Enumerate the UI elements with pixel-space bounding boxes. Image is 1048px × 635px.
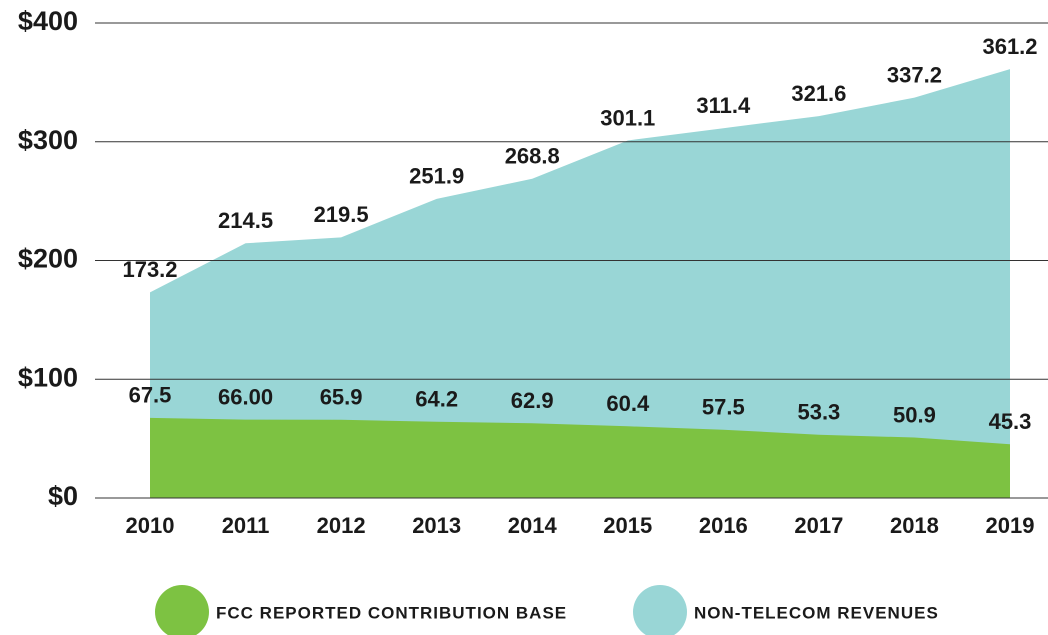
y-tick-label: $300 xyxy=(18,125,78,155)
legend-swatch xyxy=(633,585,687,635)
x-tick-label: 2016 xyxy=(699,513,748,538)
data-label: 214.5 xyxy=(218,208,273,233)
legend-label: FCC REPORTED CONTRIBUTION BASE xyxy=(216,603,567,622)
data-label: 66.00 xyxy=(218,384,273,409)
data-label: 311.4 xyxy=(696,93,751,118)
area xyxy=(150,417,1010,498)
y-tick-label: $400 xyxy=(18,6,78,36)
y-tick-label: $0 xyxy=(48,481,78,511)
x-tick-label: 2012 xyxy=(317,513,366,538)
x-tick-label: 2014 xyxy=(508,513,558,538)
x-tick-label: 2019 xyxy=(986,513,1035,538)
legend-label: NON-TELECOM REVENUES xyxy=(694,603,939,622)
data-label: 53.3 xyxy=(797,400,840,425)
legend-swatch xyxy=(155,585,209,635)
data-label: 62.9 xyxy=(511,388,554,413)
data-label: 361.2 xyxy=(982,34,1037,59)
data-label: 301.1 xyxy=(600,105,655,130)
data-label: 65.9 xyxy=(320,385,363,410)
data-label: 60.4 xyxy=(606,391,650,416)
area xyxy=(150,69,1010,498)
data-label: 337.2 xyxy=(887,62,942,87)
data-label: 64.2 xyxy=(415,387,458,412)
x-tick-label: 2015 xyxy=(603,513,652,538)
data-label: 45.3 xyxy=(989,409,1032,434)
x-tick-label: 2017 xyxy=(794,513,843,538)
x-tick-label: 2018 xyxy=(890,513,939,538)
data-label: 173.2 xyxy=(122,257,177,282)
data-label: 67.5 xyxy=(129,383,172,408)
data-label: 321.6 xyxy=(791,81,846,106)
data-label: 219.5 xyxy=(314,202,369,227)
data-label: 251.9 xyxy=(409,164,464,189)
data-label: 57.5 xyxy=(702,395,745,420)
data-label: 50.9 xyxy=(893,402,936,427)
data-label: 268.8 xyxy=(505,144,560,169)
y-tick-label: $100 xyxy=(18,362,78,392)
x-tick-label: 2010 xyxy=(126,513,175,538)
x-tick-label: 2013 xyxy=(412,513,461,538)
y-tick-label: $200 xyxy=(18,244,78,274)
x-tick-label: 2011 xyxy=(222,513,270,538)
